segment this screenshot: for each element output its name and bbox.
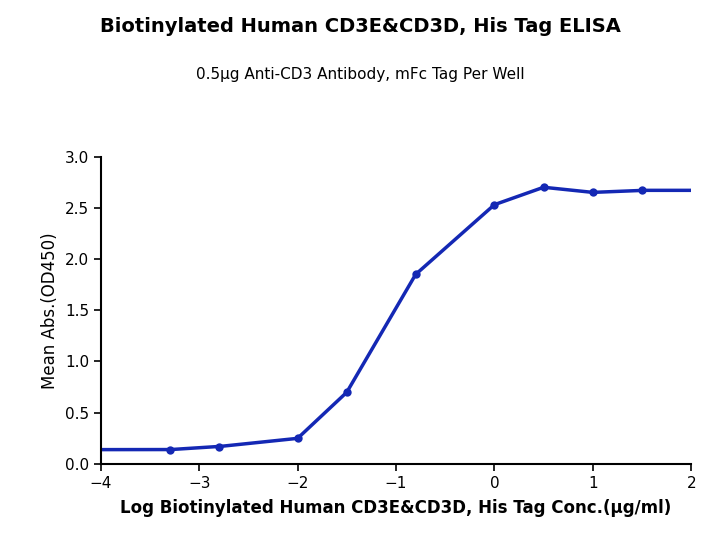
Y-axis label: Mean Abs.(OD450): Mean Abs.(OD450) xyxy=(41,232,59,389)
Text: 0.5μg Anti-CD3 Antibody, mFc Tag Per Well: 0.5μg Anti-CD3 Antibody, mFc Tag Per Wel… xyxy=(196,67,524,82)
X-axis label: Log Biotinylated Human CD3E&CD3D, His Tag Conc.(μg/ml): Log Biotinylated Human CD3E&CD3D, His Ta… xyxy=(120,499,672,517)
Text: Biotinylated Human CD3E&CD3D, His Tag ELISA: Biotinylated Human CD3E&CD3D, His Tag EL… xyxy=(99,17,621,36)
